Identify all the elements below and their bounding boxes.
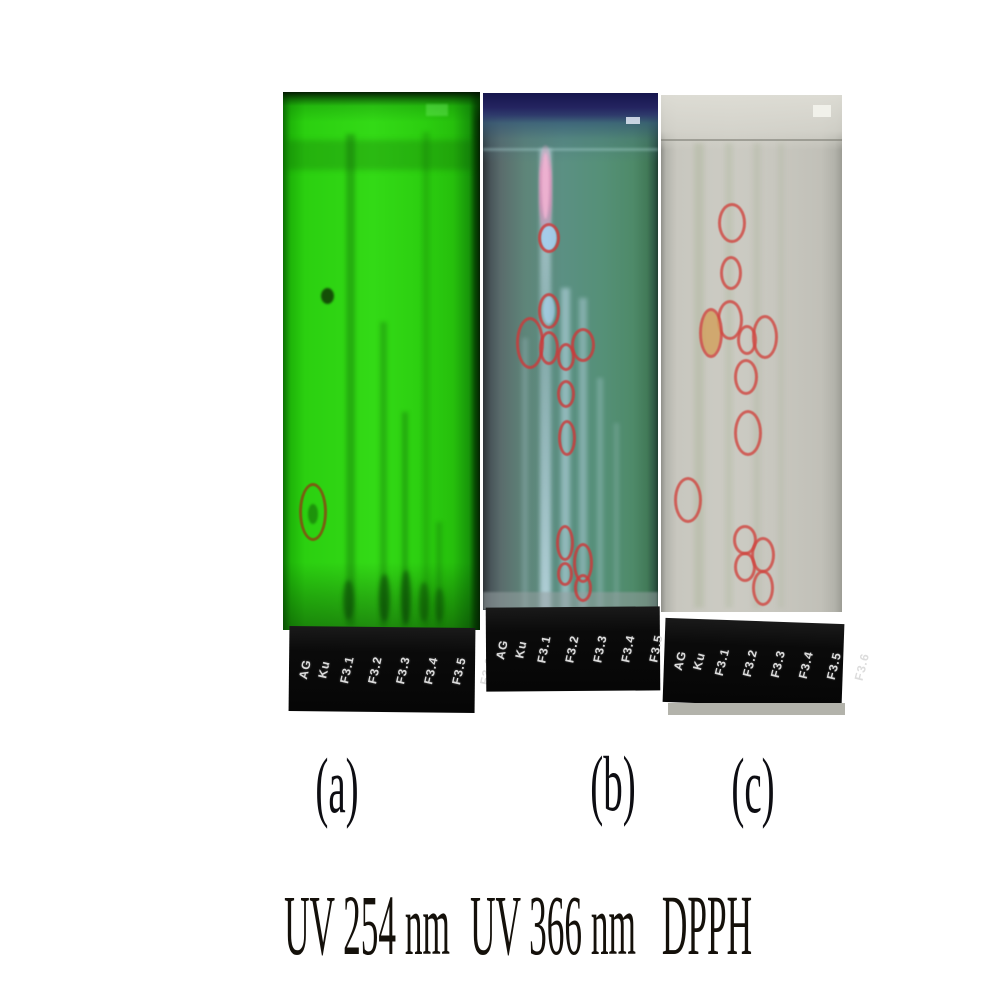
spot-circle — [299, 483, 327, 541]
lane-streak — [422, 132, 430, 627]
lane-label: F3.5 — [823, 650, 845, 682]
panel-label-b: (b) — [590, 740, 636, 827]
lane-label: Ku — [512, 639, 530, 660]
lane-label: F3.3 — [767, 648, 789, 680]
solvent-front-line — [483, 148, 658, 151]
spot-circle — [574, 574, 592, 602]
spot-annotations-layer — [661, 95, 842, 612]
panel-label-a: (a) — [315, 742, 359, 829]
lane-label: F3.5 — [449, 655, 469, 686]
spot-circle — [571, 328, 595, 362]
plate-corner-mark — [813, 105, 831, 117]
spot-circle — [557, 562, 573, 586]
lane-label: F3.6 — [851, 651, 873, 683]
spot-circle — [718, 203, 746, 243]
lane-label: F3.2 — [365, 654, 385, 685]
lane-streak — [778, 143, 784, 608]
spot-circle — [752, 315, 778, 359]
tlc-plate-dpph-photo — [661, 95, 842, 612]
plate-corner-mark — [626, 117, 640, 124]
lane-label: AG — [493, 638, 511, 661]
fluorescent-lane-streak — [540, 149, 551, 610]
pink-fluorescent-streak-core — [542, 153, 549, 219]
spot-circle — [734, 359, 758, 395]
lane-streak — [346, 134, 355, 626]
caption-uv366: UV 366 nm — [470, 877, 636, 973]
origin-spot — [435, 588, 444, 622]
lane-label: F3.4 — [618, 633, 638, 664]
caption-dpph: DPPH — [661, 877, 753, 973]
spot-circle — [516, 317, 544, 369]
panel-label-c: (c) — [731, 742, 775, 829]
lane-label: F3.2 — [739, 647, 761, 679]
spot-circle — [538, 293, 560, 329]
lane-label: F3.3 — [590, 633, 610, 664]
spot-annotations-layer — [283, 92, 480, 630]
lane-label: AG — [295, 657, 315, 680]
lane-label: F3.1 — [534, 634, 554, 665]
lane-label: F3.4 — [421, 654, 441, 686]
spot-circle — [720, 256, 742, 290]
spot-circle — [674, 477, 702, 523]
fluorescent-lane-streak — [597, 378, 603, 610]
fluorescent-lane-streak — [522, 338, 528, 610]
plate-bottom-edge — [668, 703, 845, 715]
spot-circle — [538, 223, 560, 253]
lane-label: F3.2 — [562, 633, 582, 665]
origin-spot — [419, 582, 429, 622]
lane-streak — [694, 143, 704, 608]
lane-label: Ku — [315, 658, 333, 680]
spot-circle — [734, 410, 762, 456]
lane-label: F3.1 — [337, 653, 357, 685]
spot-circle — [699, 308, 723, 358]
spot-annotations-layer — [483, 93, 658, 610]
lane-label: F3.1 — [711, 646, 733, 678]
spot-circle — [558, 420, 576, 456]
lane-streak — [725, 143, 733, 608]
lane-label-strip-c: AG Ku F3.1 F3.2 F3.3 F3.4 F3.5 F3.6 — [662, 617, 872, 709]
fluorescent-lane-streak — [579, 298, 587, 610]
lane-streak — [380, 322, 387, 627]
lane-label: F3.4 — [795, 649, 817, 681]
solvent-front-shadow — [287, 140, 473, 170]
dark-spot — [321, 288, 334, 304]
spot-circle — [557, 380, 575, 408]
plate-corner-mark — [426, 104, 448, 116]
solvent-front-line — [661, 139, 842, 141]
tlc-plate-uv366-photo — [483, 93, 658, 610]
fluorescent-lane-streak — [614, 423, 619, 610]
caption-uv254: UV 254 nm — [284, 877, 450, 973]
lane-streak — [402, 412, 408, 627]
spot-circle — [556, 525, 574, 561]
lane-streak — [436, 522, 442, 627]
spot-circle — [752, 570, 774, 606]
lane-label: F3.3 — [393, 654, 413, 685]
origin-spot — [343, 580, 354, 620]
tlc-plate-uv254-photo — [283, 92, 480, 630]
plate-bottom-edge — [483, 592, 658, 610]
origin-spot — [379, 574, 390, 622]
spot-circle — [557, 343, 575, 371]
origin-spot — [401, 570, 411, 624]
spot-circle — [734, 552, 756, 582]
